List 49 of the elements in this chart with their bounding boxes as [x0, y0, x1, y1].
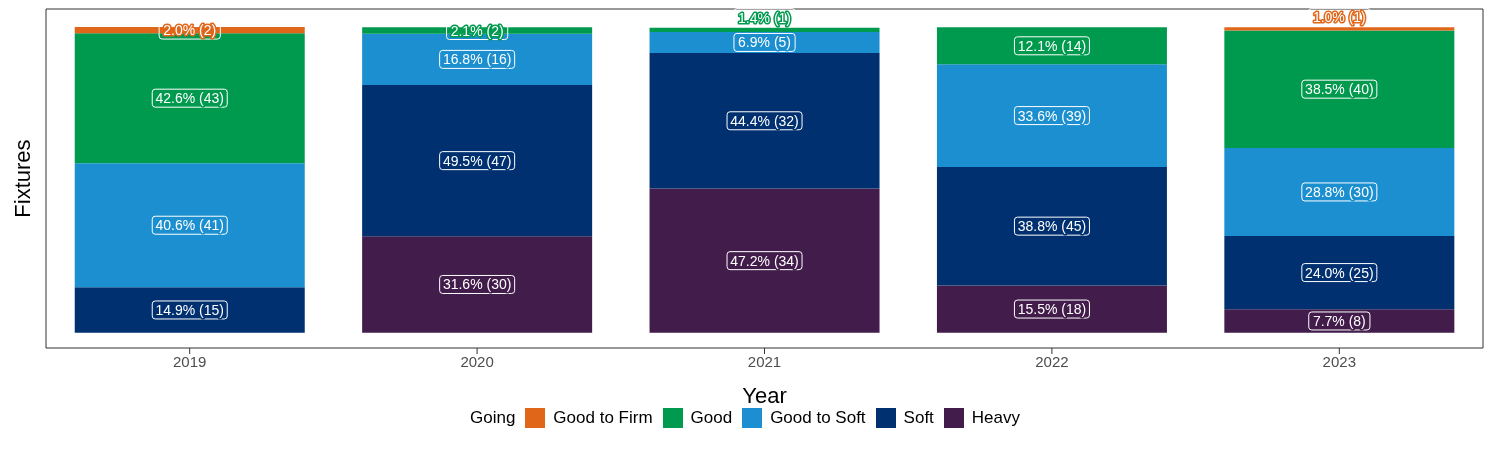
data-label: 44.4% (32)	[730, 112, 799, 129]
x-tick-label: 2023	[1322, 352, 1356, 370]
x-tick-label: 2022	[1035, 352, 1069, 370]
x-axis-title: Year	[742, 383, 787, 408]
bar	[1224, 27, 1455, 31]
bar	[362, 85, 593, 237]
data-label: 40.6% (41)	[155, 217, 224, 234]
data-label: 15.5% (18)	[1017, 301, 1087, 318]
data-label: 31.6% (30)	[442, 276, 512, 293]
bar	[74, 163, 305, 288]
bar	[74, 287, 305, 333]
data-label: 14.9% (15)	[155, 301, 224, 318]
data-label: 16.8% (16)	[442, 51, 512, 68]
data-label: 28.8% (30)	[1305, 183, 1374, 200]
bar	[649, 188, 880, 333]
data-label: 38.8% (45)	[1017, 218, 1087, 235]
data-label: 7.7% (8)	[1312, 312, 1366, 329]
bar	[1224, 235, 1455, 310]
data-label: 38.5% (40)	[1305, 81, 1374, 98]
legend-label: Heavy	[970, 408, 1021, 428]
legend-label: Good	[689, 408, 733, 428]
data-label: 6.9% (5)	[738, 34, 791, 51]
x-tick-label: 2020	[460, 352, 494, 370]
bar	[649, 27, 880, 32]
data-label: 1.4% (1)	[738, 9, 791, 26]
y-axis-title: Fixtures	[9, 139, 35, 218]
bar	[936, 64, 1167, 167]
bar	[936, 166, 1167, 286]
legend-title: Going	[469, 408, 516, 428]
bar	[1224, 147, 1455, 236]
legend-label: Soft	[902, 408, 934, 428]
data-label: 2.1% (2)	[450, 22, 504, 39]
data-label: 1.0% (1)	[1312, 9, 1366, 26]
data-label: 49.5% (47)	[442, 152, 512, 169]
data-label: 47.2% (34)	[730, 252, 799, 269]
legend-label: Good to Soft	[769, 408, 866, 428]
bar	[1224, 30, 1455, 148]
bar	[649, 52, 880, 189]
x-tick-label: 2021	[747, 352, 782, 370]
data-label: 33.6% (39)	[1017, 107, 1087, 124]
bar	[936, 27, 1167, 65]
data-label: 2.0% (2)	[163, 22, 217, 39]
data-label: 12.1% (14)	[1017, 37, 1087, 54]
bar	[362, 236, 593, 333]
bar	[936, 285, 1167, 333]
data-label: 42.6% (43)	[155, 90, 224, 107]
data-label: 24.0% (25)	[1305, 264, 1374, 281]
legend-label: Good to Firm	[552, 408, 653, 428]
x-tick-label: 2019	[173, 352, 207, 370]
